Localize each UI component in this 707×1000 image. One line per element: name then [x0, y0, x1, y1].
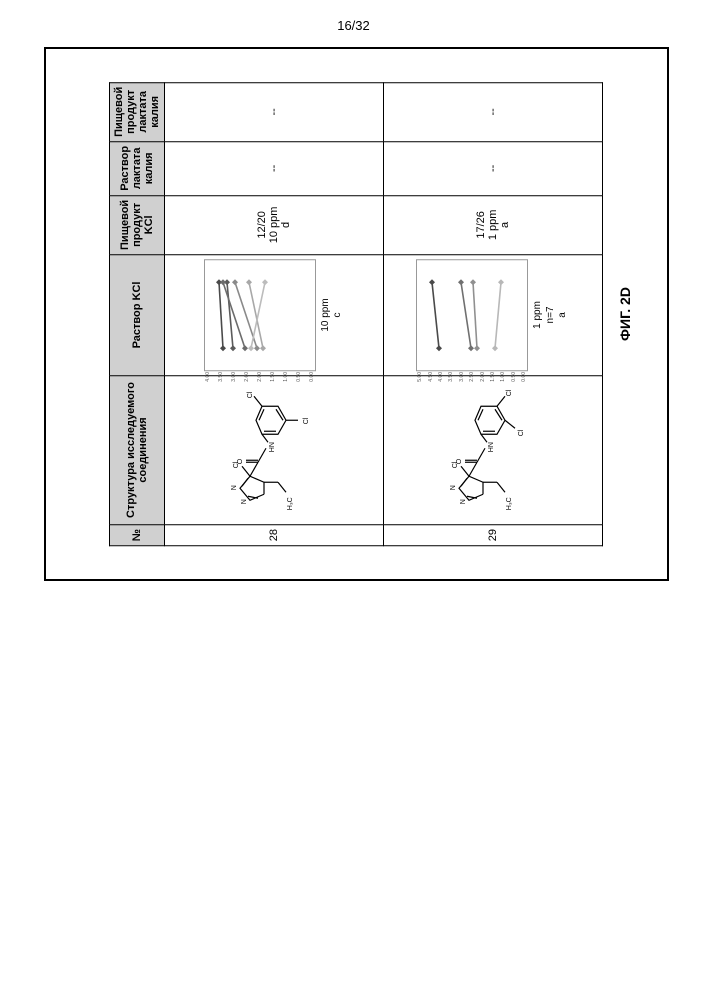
- header-num: №: [110, 524, 165, 545]
- header-structure: Структура исследуемого соединения: [110, 375, 165, 524]
- cell-lactate-solution: --: [384, 141, 603, 195]
- svg-text:Cl: Cl: [518, 429, 525, 436]
- svg-text:N: N: [231, 485, 238, 490]
- header-lactate-solution: Раствор лактата калия: [110, 141, 165, 195]
- cell-lactate-product: --: [384, 82, 603, 141]
- table-row: 29 N N: [384, 82, 603, 545]
- structure-svg-28: N N H₃C Cl: [208, 380, 338, 520]
- chart-box-28: 4.00 3.50 3.00 2.60 2.00 1.50 1.00 0.50 …: [204, 259, 316, 371]
- svg-text:N: N: [460, 499, 467, 504]
- svg-text:N: N: [241, 499, 248, 504]
- rotated-table-wrap: № Структура исследуемого соединения Раст…: [109, 82, 603, 546]
- svg-text:Cl: Cl: [303, 417, 310, 424]
- y-axis-labels: 4.00 3.50 3.00 2.60 2.00 1.50 1.00 0.50 …: [205, 372, 315, 386]
- page-number: 16/32: [0, 0, 707, 39]
- cell-kcl-chart: 5.00 4.50 4.00 3.50 3.00 2.50 2.00 1.50 …: [384, 254, 603, 375]
- structure-svg-29: N N H₃C Cl: [427, 380, 557, 520]
- svg-text:Cl: Cl: [247, 391, 254, 398]
- header-kcl-solution: Раствор KCl: [110, 254, 165, 375]
- cell-kcl-product: 17/26 1 ppm a: [384, 195, 603, 254]
- figure-frame: № Структура исследуемого соединения Раст…: [44, 47, 669, 581]
- table-row: 28 N N: [165, 82, 384, 545]
- header-row: № Структура исследуемого соединения Раст…: [110, 82, 165, 545]
- chart-box-29: 5.00 4.50 4.00 3.50 3.00 2.50 2.00 1.50 …: [416, 259, 528, 371]
- svg-text:Cl: Cl: [506, 389, 513, 396]
- cell-structure: N N H₃C Cl: [384, 375, 603, 524]
- svg-text:N: N: [450, 485, 457, 490]
- svg-text:H₃C: H₃C: [287, 497, 294, 510]
- cell-structure: N N H₃C Cl: [165, 375, 384, 524]
- svg-text:HN: HN: [488, 442, 495, 452]
- cell-kcl-product: 12/20 10 ppm d: [165, 195, 384, 254]
- cell-lactate-product: --: [165, 82, 384, 141]
- header-kcl-product: Пищевой продукт KCl: [110, 195, 165, 254]
- svg-text:HN: HN: [269, 442, 276, 452]
- y-axis-labels: 5.00 4.50 4.00 3.50 3.00 2.50 2.00 1.50 …: [417, 372, 527, 386]
- cell-lactate-solution: --: [165, 141, 384, 195]
- cell-num: 29: [384, 524, 603, 545]
- header-lactate-product: Пищевой продукт лактата калия: [110, 82, 165, 141]
- svg-text:H₃C: H₃C: [506, 497, 513, 510]
- chart-svg-28: [205, 260, 315, 370]
- svg-text:O: O: [456, 458, 463, 464]
- chart-caption: 1 ppm n=7 a: [532, 259, 570, 371]
- cell-num: 28: [165, 524, 384, 545]
- figure-label: ФИГ. 2D: [617, 82, 633, 546]
- chart-svg-29: [417, 260, 527, 370]
- data-table: № Структура исследуемого соединения Раст…: [109, 82, 603, 546]
- svg-text:O: O: [237, 458, 244, 464]
- chart-caption: 10 ppm c: [320, 259, 345, 371]
- cell-kcl-chart: 4.00 3.50 3.00 2.60 2.00 1.50 1.00 0.50 …: [165, 254, 384, 375]
